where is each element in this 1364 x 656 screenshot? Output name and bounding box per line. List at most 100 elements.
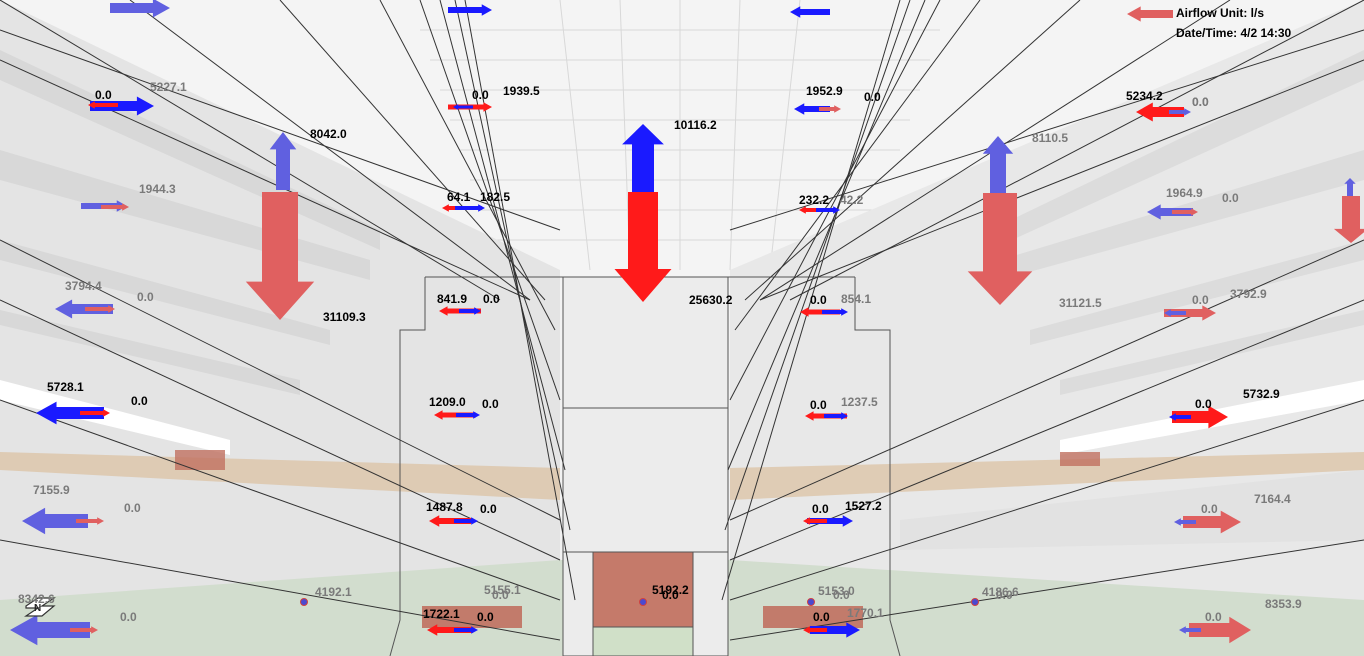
airflow-value-label: 0.0	[1192, 95, 1209, 109]
airflow-arrow	[85, 305, 115, 313]
brick-door	[592, 551, 694, 628]
airflow-arrow	[90, 96, 154, 116]
airflow-value-label: 5153.0	[818, 584, 855, 598]
airflow-value-label: 0.0	[1222, 191, 1239, 205]
airflow-value-label: 31121.5	[1059, 296, 1102, 310]
airflow-arrow	[1136, 102, 1184, 122]
airflow-value-label: 232.2	[799, 193, 830, 207]
airflow-arrow	[794, 103, 830, 115]
airflow-value-label: 0.0	[813, 610, 830, 624]
airflow-arrow-vertical	[967, 193, 1033, 305]
airflow-value-label: 0.0	[996, 588, 1013, 602]
airflow-value-label: 0.0	[833, 588, 850, 602]
airflow-arrow	[76, 517, 104, 525]
airflow-arrow	[70, 626, 98, 634]
airflow-arrow	[455, 204, 485, 212]
airflow-arrow	[10, 614, 90, 646]
airflow-value-label: 0.0	[812, 502, 829, 516]
airflow-value-label: 0.0	[137, 290, 154, 304]
airflow-value-label: 0.0	[810, 398, 827, 412]
airflow-arrow-vertical	[982, 136, 1014, 195]
airflow-arrow	[803, 517, 827, 525]
airflow-arrow	[803, 626, 827, 634]
airflow-value-label: 1487.8	[426, 500, 463, 514]
airflow-arrow	[1179, 626, 1201, 634]
airflow-value-label: 0.0	[1192, 95, 1209, 109]
north-compass-icon[interactable]: N	[24, 596, 56, 618]
airflow-value-label: 1939.5	[503, 84, 540, 98]
airflow-arrow	[1169, 108, 1191, 116]
left-wood-band	[0, 452, 560, 500]
airflow-value-label: 1944.3	[139, 182, 176, 196]
airflow-arrow	[819, 105, 841, 113]
airflow-arrow	[1189, 616, 1251, 644]
airflow-arrow	[55, 299, 113, 319]
airflow-arrow	[1147, 204, 1193, 220]
airflow-value-label: 0.0	[124, 501, 141, 515]
airflow-value-label: 5728.1	[47, 380, 84, 394]
airflow-value-label: 5192.2	[652, 583, 689, 597]
airflow-value-label: 1527.2	[845, 499, 882, 513]
airflow-value-label: 1722.1	[423, 607, 460, 621]
airflow-value-label: 0.0	[480, 502, 497, 516]
right-wood-band	[730, 452, 1364, 500]
airflow-value-label: 5227.1	[150, 80, 187, 94]
airflow-arrow-vertical	[269, 132, 297, 190]
airflow-arrow	[453, 104, 473, 110]
airflow-value-label: 1237.5	[841, 395, 878, 409]
airflow-arrow	[22, 507, 88, 535]
airflow-arrow-vertical	[245, 192, 315, 320]
airflow-arrow	[80, 409, 110, 417]
airflow-arrow	[1164, 309, 1186, 317]
airflow-arrow	[1172, 405, 1228, 429]
airflow-value-label: 10116.2	[674, 118, 717, 132]
airflow-value-label: 0.0	[482, 397, 499, 411]
airflow-value-label: 5234.2	[1126, 89, 1163, 103]
airflow-arrow	[36, 401, 104, 425]
airflow-value-label: 31109.3	[323, 310, 366, 324]
airflow-value-label: 0.0	[492, 588, 509, 602]
airflow-arrow	[459, 307, 481, 315]
airflow-value-label: 4186.6	[982, 585, 1019, 599]
airflow-arrow	[807, 515, 853, 527]
airflow-point-marker	[300, 598, 308, 606]
airflow-arrow	[1183, 510, 1241, 534]
airflow-arrow-vertical	[1344, 178, 1356, 197]
airflow-value-label: 1770.1	[847, 606, 884, 620]
airflow-arrow	[800, 307, 840, 317]
airflow-arrow	[448, 4, 492, 16]
svg-text:N: N	[34, 603, 41, 614]
airflow-arrow	[810, 622, 860, 638]
airflow-arrow	[1164, 305, 1216, 321]
airflow-value-label: 1964.9	[1166, 186, 1203, 200]
airflow-value-label: 8342.6	[18, 592, 55, 606]
airflow-arrow-vertical	[622, 124, 664, 192]
airflow-value-label: 25630.2	[689, 293, 733, 307]
airflow-value-label: 1209.0	[429, 395, 466, 409]
airflow-value-label: 854.1	[841, 292, 872, 306]
airflow-arrow	[1174, 518, 1196, 526]
airflow-arrow	[816, 206, 840, 214]
airflow-value-label: 0.0	[810, 293, 827, 307]
airflow-value-label: 182.5	[480, 190, 511, 204]
airflow-arrows	[10, 0, 1364, 646]
airflow-value-label: 8042.0	[310, 127, 347, 141]
left-brick-block	[422, 606, 522, 628]
airflow-value-label: 0.0	[472, 88, 489, 102]
airflow-arrow	[429, 515, 471, 527]
airflow-value-label: 0.0	[483, 292, 500, 306]
airflow-arrow	[456, 411, 480, 419]
airflow-arrow	[790, 6, 830, 18]
airflow-value-label: 3794.4	[65, 279, 102, 293]
airflow-arrow	[822, 308, 848, 316]
airflow-value-label: 8110.5	[1032, 131, 1069, 145]
airflow-value-label: 0.0	[1205, 610, 1222, 624]
airflow-value-label: 0.0	[1195, 397, 1212, 411]
airflow-value-label: 5732.9	[1243, 387, 1280, 401]
airflow-value-label: 64.1	[447, 190, 471, 204]
airflow-value-label: 0.0	[1192, 293, 1209, 307]
airflow-value-label: 841.9	[437, 292, 468, 306]
airflow-arrow	[88, 101, 118, 109]
airflow-value-label: 4192.1	[315, 585, 352, 599]
